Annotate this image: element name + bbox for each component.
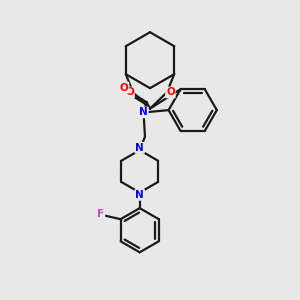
Text: O: O	[125, 87, 134, 98]
Text: O: O	[120, 82, 128, 93]
Text: F: F	[97, 209, 104, 219]
Text: N: N	[139, 107, 148, 118]
Text: N: N	[135, 190, 144, 200]
Text: O: O	[166, 87, 175, 98]
Text: N: N	[135, 143, 144, 153]
